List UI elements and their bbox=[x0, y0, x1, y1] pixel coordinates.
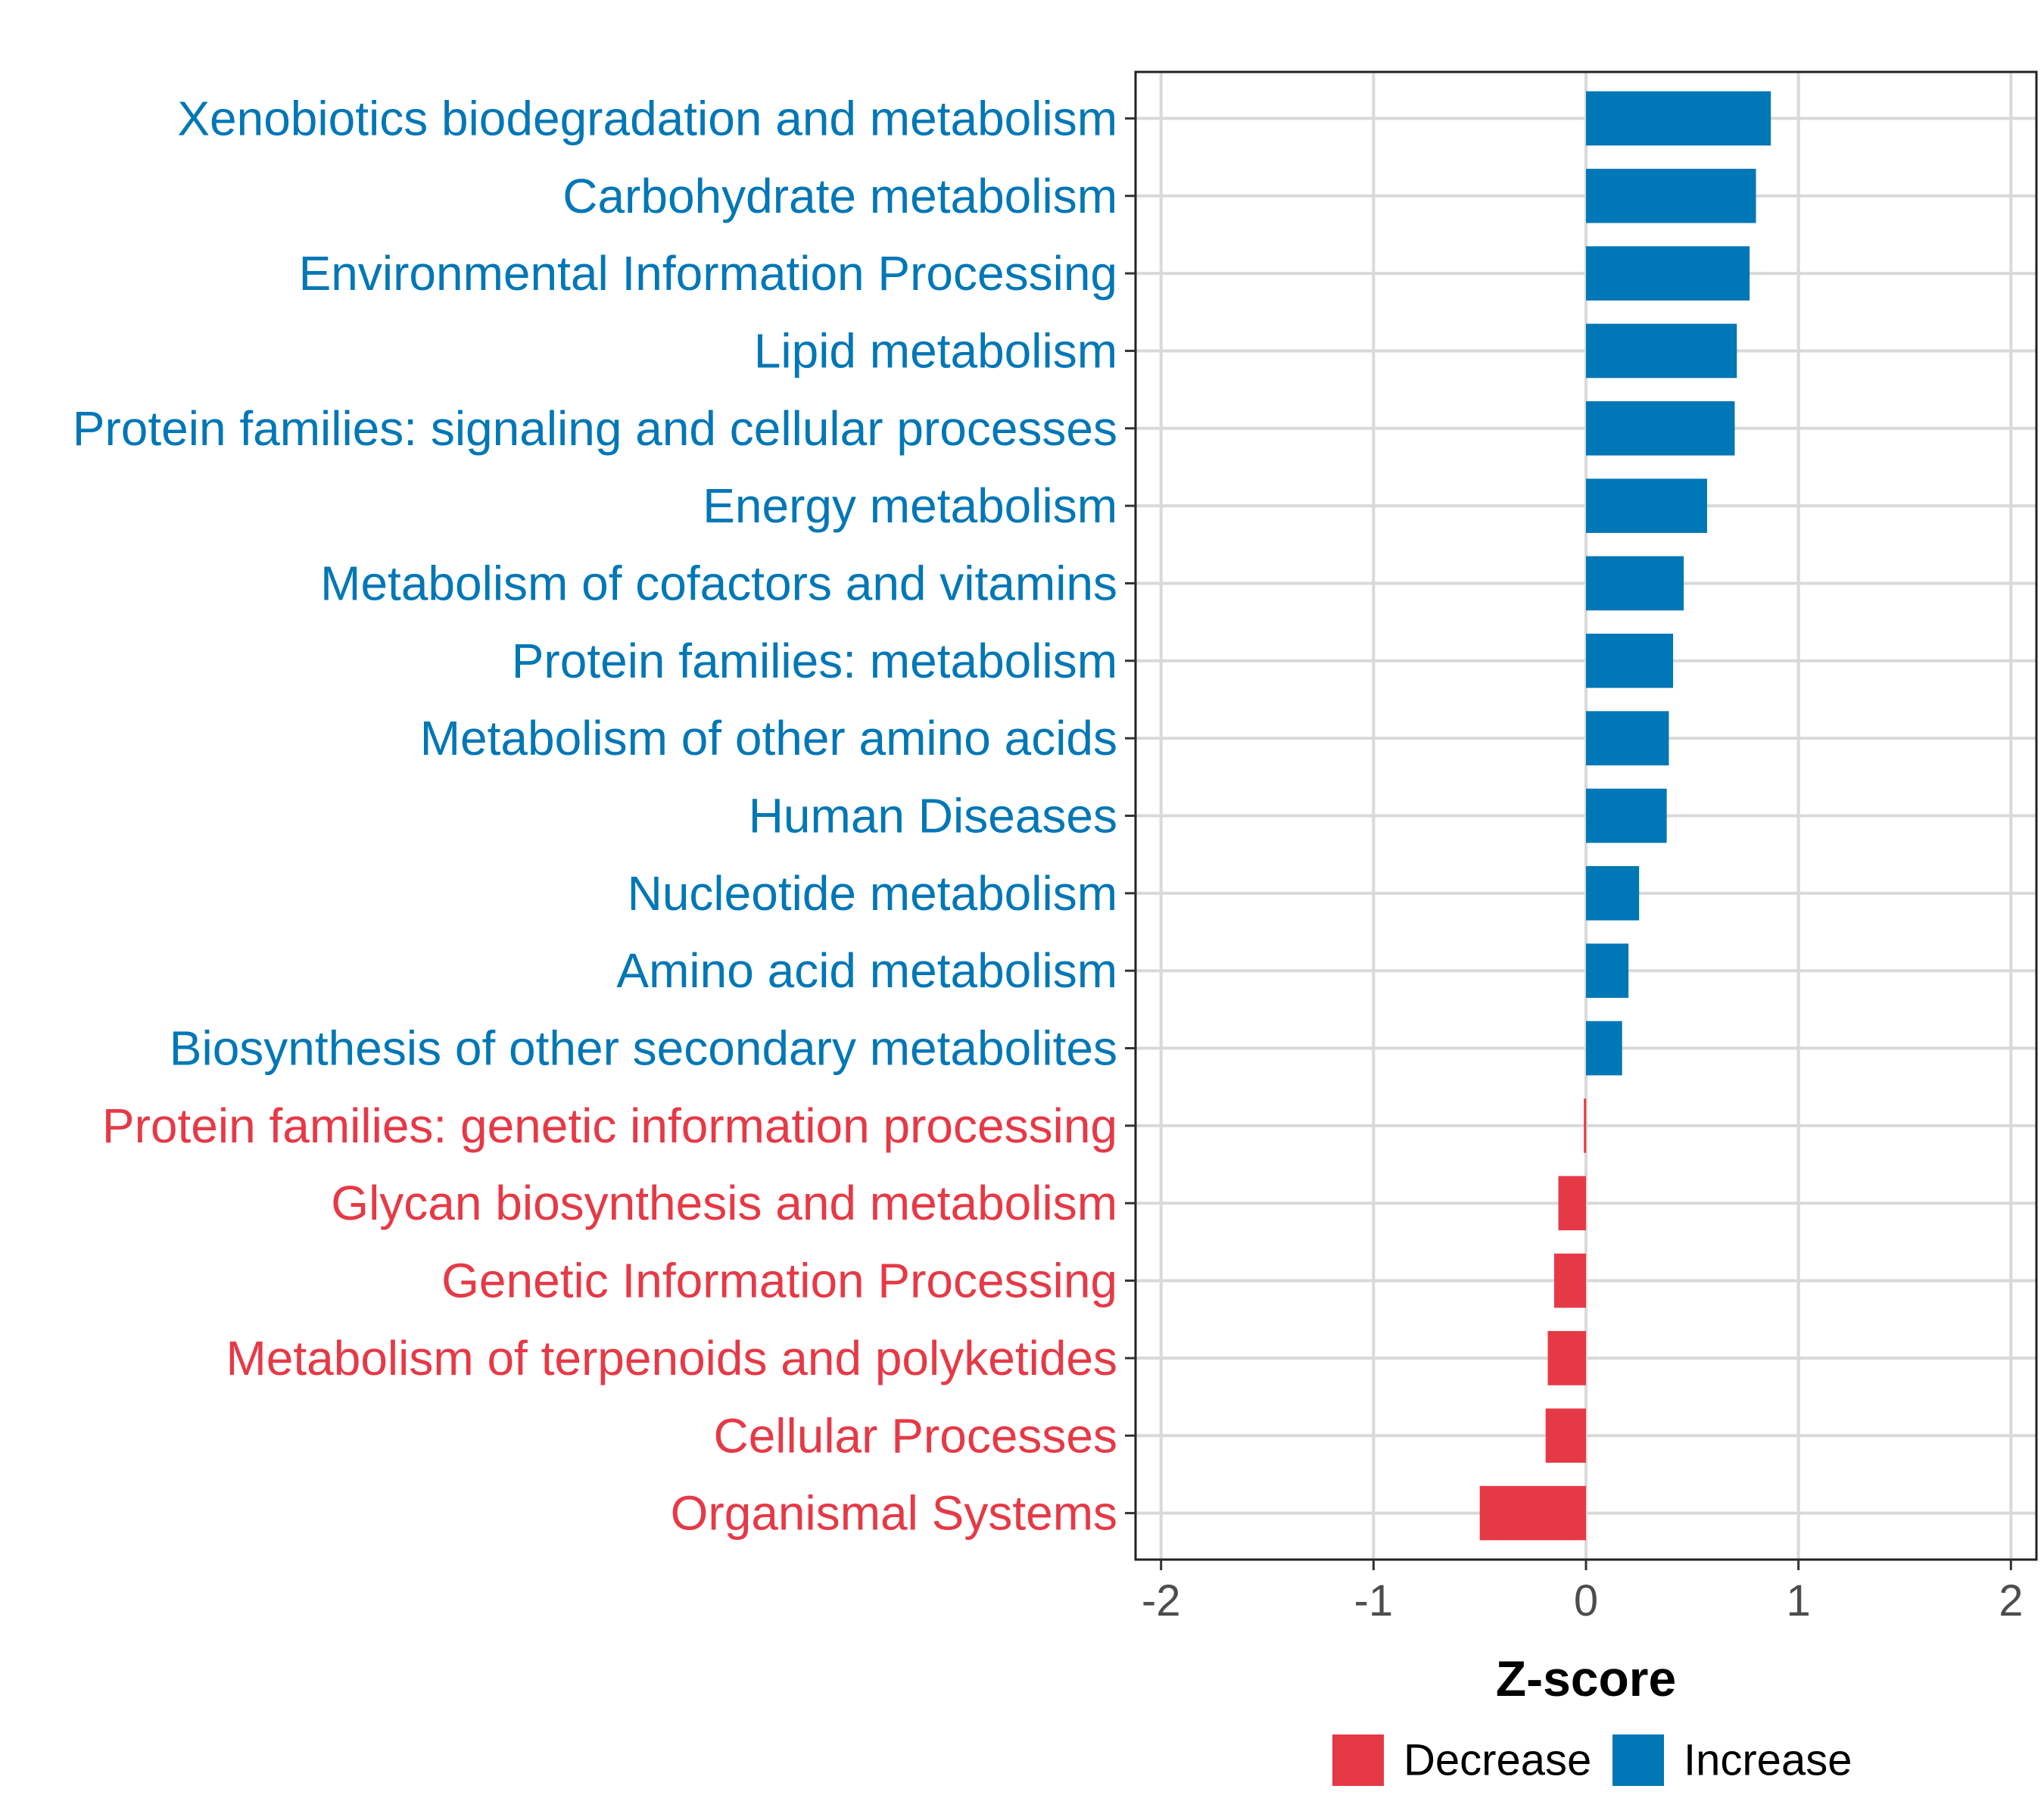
x-tick-label: 0 bbox=[1574, 1576, 1598, 1625]
category-label: Xenobiotics biodegradation and metabolis… bbox=[177, 91, 1117, 145]
category-label-layer: Xenobiotics biodegradation and metabolis… bbox=[73, 91, 1117, 1540]
x-tick-label: 2 bbox=[1999, 1576, 2023, 1625]
category-label: Protein families: metabolism bbox=[512, 634, 1117, 688]
bar-increase bbox=[1586, 711, 1669, 765]
category-label: Metabolism of other amino acids bbox=[420, 711, 1117, 765]
bar-decrease bbox=[1584, 1099, 1587, 1153]
category-label: Carbohydrate metabolism bbox=[562, 169, 1117, 223]
x-tick-layer: -2 -1 0 1 2 bbox=[1142, 1560, 2023, 1625]
bar-decrease bbox=[1547, 1331, 1586, 1385]
category-label: Genetic Information Processing bbox=[441, 1254, 1117, 1308]
bar-increase bbox=[1586, 246, 1750, 301]
bar-decrease bbox=[1545, 1408, 1586, 1463]
bar-decrease bbox=[1558, 1176, 1586, 1231]
bar-decrease bbox=[1553, 1253, 1586, 1308]
bar-increase bbox=[1586, 943, 1629, 999]
category-label: Protein families: genetic information pr… bbox=[102, 1099, 1117, 1153]
category-label: Metabolism of terpenoids and polyketides bbox=[226, 1331, 1117, 1385]
category-label: Metabolism of cofactors and vitamins bbox=[320, 556, 1117, 610]
bar-decrease bbox=[1479, 1485, 1586, 1541]
x-tick-label: -2 bbox=[1142, 1576, 1181, 1625]
category-label: Environmental Information Processing bbox=[299, 246, 1117, 301]
bar-increase bbox=[1586, 866, 1640, 921]
bar-increase bbox=[1586, 91, 1771, 146]
bar-increase bbox=[1586, 168, 1756, 223]
x-tick-label: 1 bbox=[1787, 1576, 1811, 1625]
category-label: Protein families: signaling and cellular… bbox=[73, 401, 1117, 456]
bar-increase bbox=[1586, 478, 1707, 533]
legend-key-increase bbox=[1612, 1734, 1664, 1786]
bar-increase bbox=[1586, 633, 1674, 688]
bar-layer bbox=[1479, 91, 1771, 1541]
bar-increase bbox=[1586, 788, 1667, 843]
category-label: Glycan biosynthesis and metabolism bbox=[331, 1176, 1117, 1230]
category-label: Nucleotide metabolism bbox=[628, 866, 1117, 921]
bar-increase bbox=[1586, 1021, 1622, 1076]
category-label: Cellular Processes bbox=[713, 1408, 1117, 1463]
y-tick-layer bbox=[1125, 117, 1136, 1515]
legend-label-increase: Increase bbox=[1684, 1736, 1852, 1785]
category-label: Lipid metabolism bbox=[754, 323, 1117, 378]
legend: Decrease Increase bbox=[1332, 1734, 1852, 1786]
category-label: Biosynthesis of other secondary metaboli… bbox=[170, 1021, 1117, 1076]
category-label: Amino acid metabolism bbox=[616, 943, 1117, 998]
x-axis-title: Z-score bbox=[1496, 1650, 1676, 1706]
category-label: Organismal Systems bbox=[671, 1486, 1117, 1541]
category-label: Energy metabolism bbox=[703, 478, 1117, 533]
bar-increase bbox=[1586, 556, 1684, 611]
bar-increase bbox=[1586, 400, 1735, 456]
legend-key-decrease bbox=[1332, 1734, 1384, 1786]
category-label: Human Diseases bbox=[749, 789, 1117, 843]
legend-label-decrease: Decrease bbox=[1404, 1736, 1591, 1785]
x-tick-label: -1 bbox=[1354, 1576, 1394, 1625]
bar-increase bbox=[1586, 323, 1737, 379]
